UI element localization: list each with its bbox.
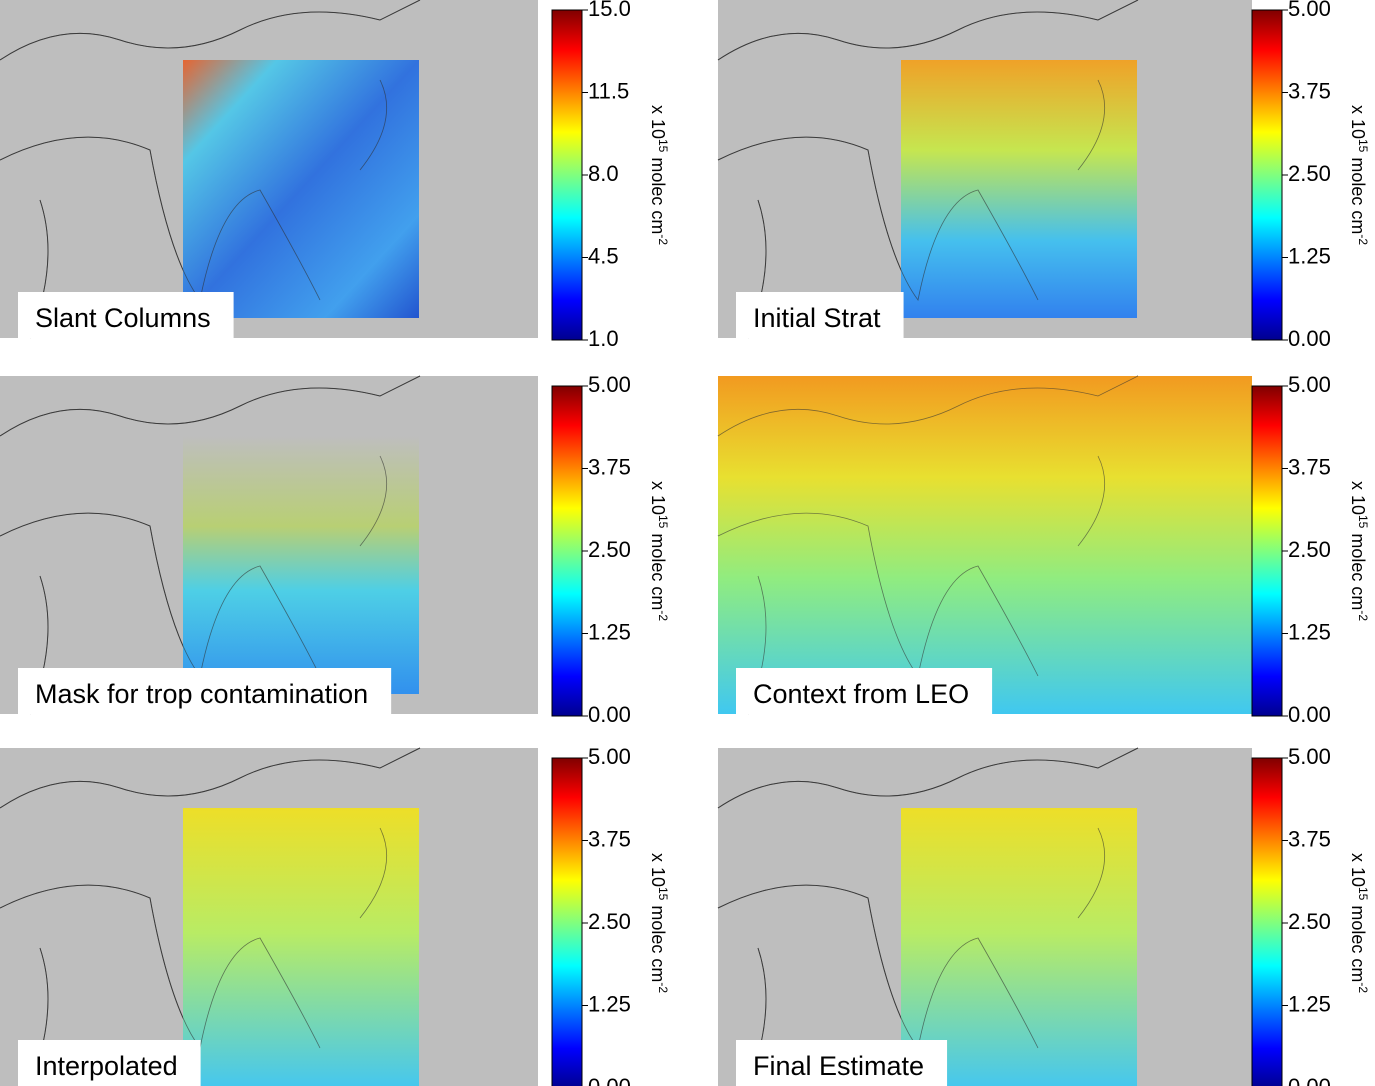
colorbar [551,385,583,717]
data-field [183,808,419,1086]
unit-part: x 10 [1348,853,1368,887]
colorbar-tick-label: 2.50 [588,537,631,562]
panel-label: Interpolated [35,1051,178,1081]
colorbar-unit: x 1015 molec cm-2 [648,105,670,245]
unit-part: 15 [1356,515,1370,529]
data-field [183,60,419,318]
unit-part: 15 [1356,887,1370,901]
colorbar-tick-label: 2.50 [1288,909,1331,934]
colorbar-tick-label: 0.00 [1288,702,1331,727]
colorbar-tick-label: 2.50 [588,909,631,934]
colorbar-tick-label: 5.00 [1288,0,1331,21]
colorbar-tick-label: 2.50 [1288,161,1331,186]
unit-part: x 10 [648,481,668,515]
unit-part: x 10 [1348,481,1368,515]
label-box [736,292,904,338]
panel: Initial Strat 0.00 1.25 2.50 3.75 5.00 x 1015 … [717,0,1370,351]
unit-part: 15 [656,515,670,529]
label-box [736,668,993,714]
colorbar-tick-label: 15.0 [588,0,631,21]
unit-part: molec cm [648,152,668,234]
colorbar [1251,385,1283,717]
colorbar-tick-label: 4.5 [588,243,619,268]
colorbar-tick-label: 1.25 [1288,619,1331,644]
coastline [717,0,1139,339]
colorbar-unit: x 1015 molec cm-2 [1348,105,1370,245]
colorbar-tick-label: 5.00 [588,744,631,769]
unit-part: molec cm [1348,900,1368,982]
data-field [183,436,419,694]
colorbar-tick-label: 3.75 [1288,78,1331,103]
colorbar [1251,9,1283,341]
panel: Final Estimate 0.00 1.25 2.50 3.75 5.00 x 1015… [717,744,1370,1086]
unit-part: -2 [1356,234,1370,245]
colorbar-tick-label: 0.00 [588,702,631,727]
colorbar-tick-label: 5.00 [1288,744,1331,769]
panel: Context from LEO 0.00 1.25 2.50 3.75 5.00 x 10… [717,372,1370,727]
panel-label: Mask for trop contamination [35,679,368,709]
panel-label: Slant Columns [35,303,211,333]
colorbar-tick-label: 0.00 [1288,1074,1331,1086]
colorbar-unit: x 1015 molec cm-2 [648,853,670,993]
unit-part: x 10 [648,853,668,887]
data-field [901,60,1137,318]
data-field [901,808,1137,1086]
colorbar-tick-label: 1.25 [588,619,631,644]
colorbar-unit: x 1015 molec cm-2 [648,481,670,621]
colorbar-tick-label: 5.00 [1288,372,1331,397]
colorbar-tick-label: 1.25 [1288,243,1331,268]
unit-part: 15 [1356,139,1370,153]
colorbar-unit: x 1015 molec cm-2 [1348,853,1370,993]
unit-part: -2 [1356,610,1370,621]
colorbar-tick-label: 3.75 [588,454,631,479]
unit-part: x 10 [648,105,668,139]
colorbar-tick-label: 0.00 [1288,326,1331,351]
unit-part: -2 [656,610,670,621]
colorbar-tick-label: 3.75 [1288,454,1331,479]
colorbar-tick-label: 5.00 [588,372,631,397]
colorbar-tick-label: 1.0 [588,326,619,351]
colorbar [551,9,583,341]
unit-part: molec cm [1348,152,1368,234]
unit-part: -2 [1356,982,1370,993]
panel: Slant Columns 1.0 4.5 8.0 11.5 15.0 x 1015 mol… [0,0,670,351]
colorbar-tick-label: 8.0 [588,161,619,186]
unit-part: molec cm [1348,528,1368,610]
panel: Mask for trop contamination 0.00 1.25 2.50 3… [0,372,670,727]
unit-part: -2 [656,982,670,993]
colorbar-tick-label: 1.25 [588,991,631,1016]
panel-label: Final Estimate [753,1051,924,1081]
colorbar-tick-label: 11.5 [588,78,629,103]
panel-label: Context from LEO [753,679,969,709]
colorbar-tick-label: 3.75 [588,826,631,851]
unit-part: molec cm [648,900,668,982]
unit-part: x 10 [1348,105,1368,139]
panel: Interpolated 0.00 1.25 2.50 3.75 5.00 x 1015 m… [0,744,670,1086]
unit-part: molec cm [648,528,668,610]
colorbar-tick-label: 3.75 [1288,826,1331,851]
unit-part: 15 [656,887,670,901]
label-box [736,1040,948,1086]
label-box [18,668,392,714]
colorbar [551,757,583,1086]
colorbar-tick-label: 0.00 [588,1074,631,1086]
unit-part: 15 [656,139,670,153]
colorbar [1251,757,1283,1086]
label-box [18,1040,201,1086]
data-field [718,376,1252,714]
panel-label: Initial Strat [753,303,881,333]
colorbar-tick-label: 2.50 [1288,537,1331,562]
unit-part: -2 [656,234,670,245]
colorbar-tick-label: 1.25 [1288,991,1331,1016]
label-box [18,292,234,338]
colorbar-unit: x 1015 molec cm-2 [1348,481,1370,621]
